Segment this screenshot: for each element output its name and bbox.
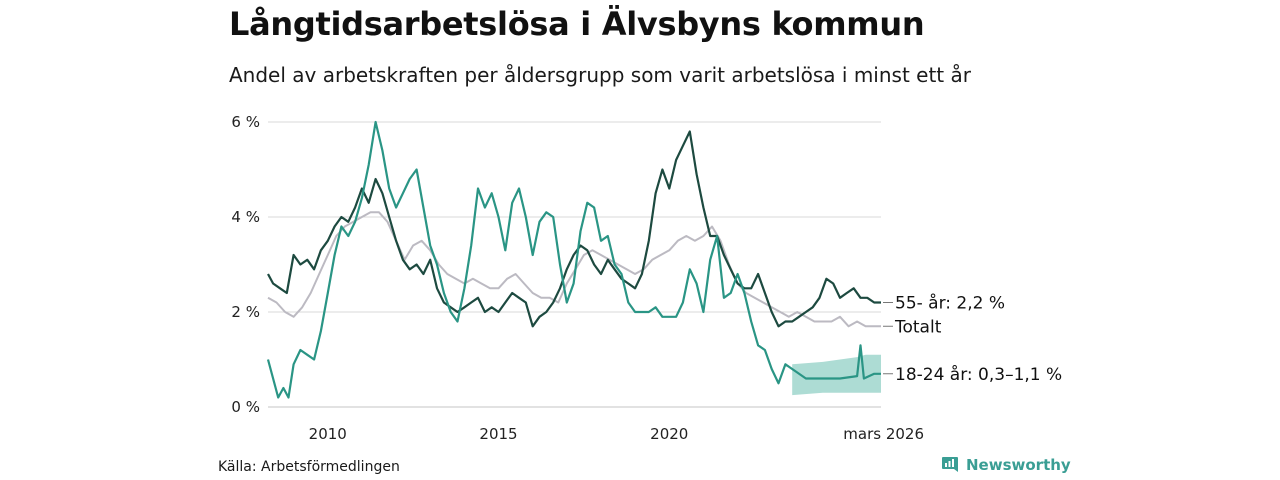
series-end-label-1: Totalt <box>894 317 942 337</box>
series-end-labels: 55- år: 2,2 % Totalt 18-24 år: 0,3–1,1 % <box>883 293 1062 385</box>
series-line-2 <box>266 120 881 399</box>
series-end-label-0: 55- år: 2,2 % <box>895 293 1005 314</box>
source-note: Källa: Arbetsförmedlingen <box>218 459 400 475</box>
series-lines <box>266 120 881 399</box>
uncertainty-bands <box>792 354 881 396</box>
series-line-0 <box>267 130 881 328</box>
x-tick-label-2: 2020 <box>650 425 688 443</box>
band-18-24 <box>792 354 881 396</box>
x-axis-ticks: 2010 2015 2020 mars 2026 <box>309 425 924 443</box>
chart-subtitle: Andel av arbetskraften per åldersgrupp s… <box>229 63 971 87</box>
y-tick-label-1: 2 % <box>231 303 260 321</box>
y-tick-label-3: 6 % <box>231 113 260 131</box>
x-tick-label-1: 2015 <box>479 425 517 443</box>
grid-lines <box>268 121 881 408</box>
x-tick-label-3: mars 2026 <box>843 425 924 443</box>
y-tick-label-2: 4 % <box>231 208 260 226</box>
newsworthy-logo-icon <box>942 457 958 472</box>
x-tick-label-0: 2010 <box>309 425 347 443</box>
y-axis-ticks: 0 % 2 % 4 % 6 % <box>231 113 260 416</box>
y-tick-label-0: 0 % <box>231 398 260 416</box>
brand-name: Newsworthy <box>966 456 1071 474</box>
series-end-label-2: 18-24 år: 0,3–1,1 % <box>895 364 1062 385</box>
chart-title: Långtidsarbetslösa i Älvsbyns kommun <box>229 5 925 43</box>
brand-logo: Newsworthy <box>940 455 1071 475</box>
